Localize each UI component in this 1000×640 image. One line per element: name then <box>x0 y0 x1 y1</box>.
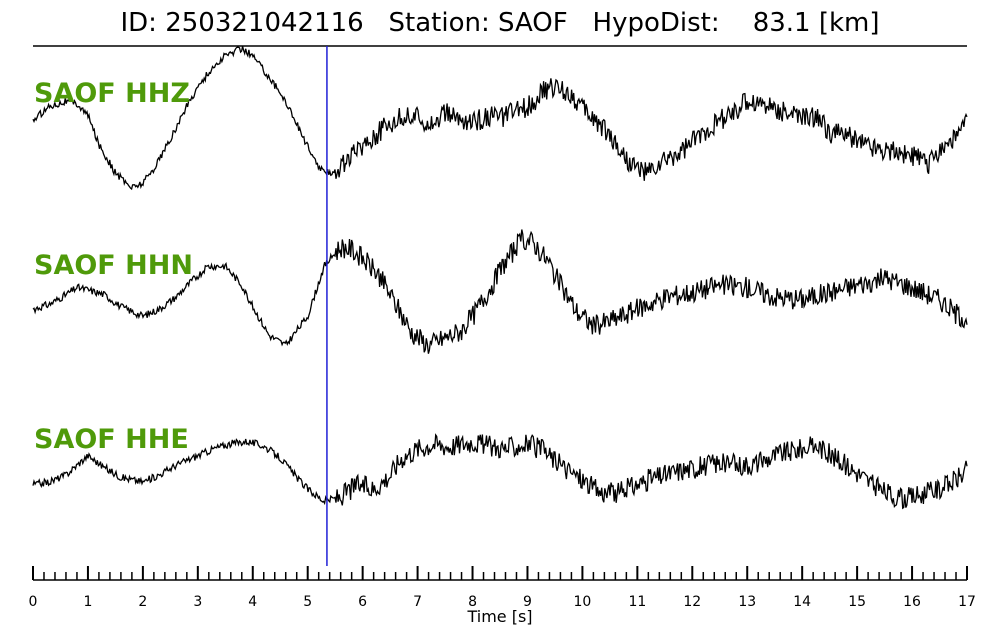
x-tick-label: 7 <box>413 594 422 610</box>
hypodist-label: HypoDist: <box>592 8 720 38</box>
x-tick-label: 9 <box>523 594 532 610</box>
x-tick-label: 15 <box>848 594 866 610</box>
id-label: ID: <box>120 8 157 38</box>
x-tick-label: 0 <box>29 594 38 610</box>
x-tick-label: 13 <box>738 594 756 610</box>
x-tick-label: 17 <box>958 594 976 610</box>
trace-line <box>32 433 968 510</box>
x-tick-label: 2 <box>138 594 147 610</box>
x-tick-label: 5 <box>303 594 312 610</box>
traces-group: SAOF HHZ SAOF HHN SAOF HHE <box>32 46 968 510</box>
x-tick-label: 16 <box>903 594 921 610</box>
x-tick-label: 10 <box>573 594 591 610</box>
x-tick-label: 3 <box>193 594 202 610</box>
x-tick-label: 6 <box>358 594 367 610</box>
time-axis: 0 1 2 3 4 5 6 7 8 9 10 11 12 13 14 15 16 17 <box>29 566 976 610</box>
x-tick-label: 14 <box>793 594 811 610</box>
x-tick-label: 11 <box>628 594 646 610</box>
trace-line <box>32 229 968 354</box>
trace-label: SAOF HHN <box>34 250 193 281</box>
x-axis-label: Time [s] <box>466 607 532 626</box>
id-value: 250321042116 <box>165 8 364 38</box>
x-tick-label: 4 <box>248 594 257 610</box>
trace-label: SAOF HHZ <box>34 78 190 109</box>
x-tick-label: 12 <box>683 594 701 610</box>
hypodist-unit: [km] <box>818 8 880 38</box>
hypodist-value: 83.1 <box>752 8 811 38</box>
x-tick-label: 8 <box>468 594 477 610</box>
trace-line <box>32 46 968 191</box>
trace-label: SAOF HHE <box>34 424 189 455</box>
station-value: SAOF <box>497 8 568 38</box>
chart-title: ID: 250321042116 Station: SAOF HypoDist:… <box>0 8 1000 38</box>
x-tick-label: 1 <box>83 594 92 610</box>
station-label: Station: <box>388 8 490 38</box>
